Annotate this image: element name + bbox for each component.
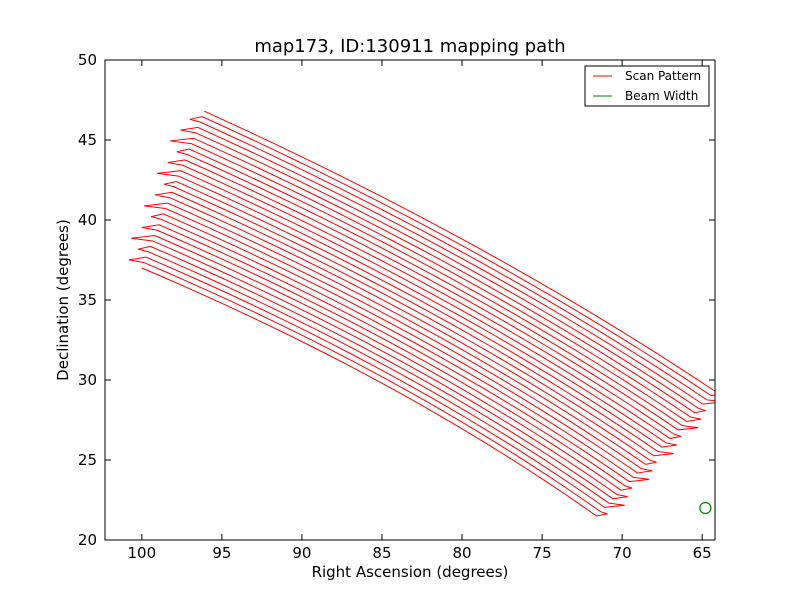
y-tick-label: 45 <box>78 131 97 149</box>
legend-box <box>584 65 710 107</box>
x-tick-label: 100 <box>128 544 157 562</box>
y-tick-label: 50 <box>78 51 97 69</box>
y-axis: 20 25 30 35 40 45 50 <box>78 51 715 549</box>
y-tick-label: 30 <box>78 371 97 389</box>
y-axis-label: Declination (degrees) <box>54 219 72 381</box>
y-tick-label: 40 <box>78 211 97 229</box>
legend: Scan Pattern Beam Width <box>584 65 710 107</box>
x-axis: 100 95 90 85 80 75 70 65 <box>128 60 712 562</box>
y-tick-label: 35 <box>78 291 97 309</box>
plot-area <box>128 110 715 517</box>
y-tick-label: 25 <box>78 451 97 469</box>
plot-clip-group <box>128 110 715 517</box>
beam-width-marker <box>699 501 712 515</box>
x-tick-label: 95 <box>212 544 231 562</box>
legend-label-scan-pattern: Scan Pattern <box>625 69 701 83</box>
x-tick-label: 70 <box>613 544 632 562</box>
x-tick-label: 85 <box>372 544 391 562</box>
legend-label-beam-width: Beam Width <box>625 89 698 103</box>
x-axis-label: Right Ascension (degrees) <box>312 563 509 581</box>
scan-pattern-line <box>128 110 715 517</box>
x-tick-label: 90 <box>292 544 311 562</box>
x-tick-label: 65 <box>693 544 712 562</box>
x-tick-label: 80 <box>452 544 471 562</box>
y-tick-label: 20 <box>78 531 97 549</box>
chart-title: map173, ID:130911 mapping path <box>254 36 565 57</box>
x-tick-label: 75 <box>533 544 552 562</box>
